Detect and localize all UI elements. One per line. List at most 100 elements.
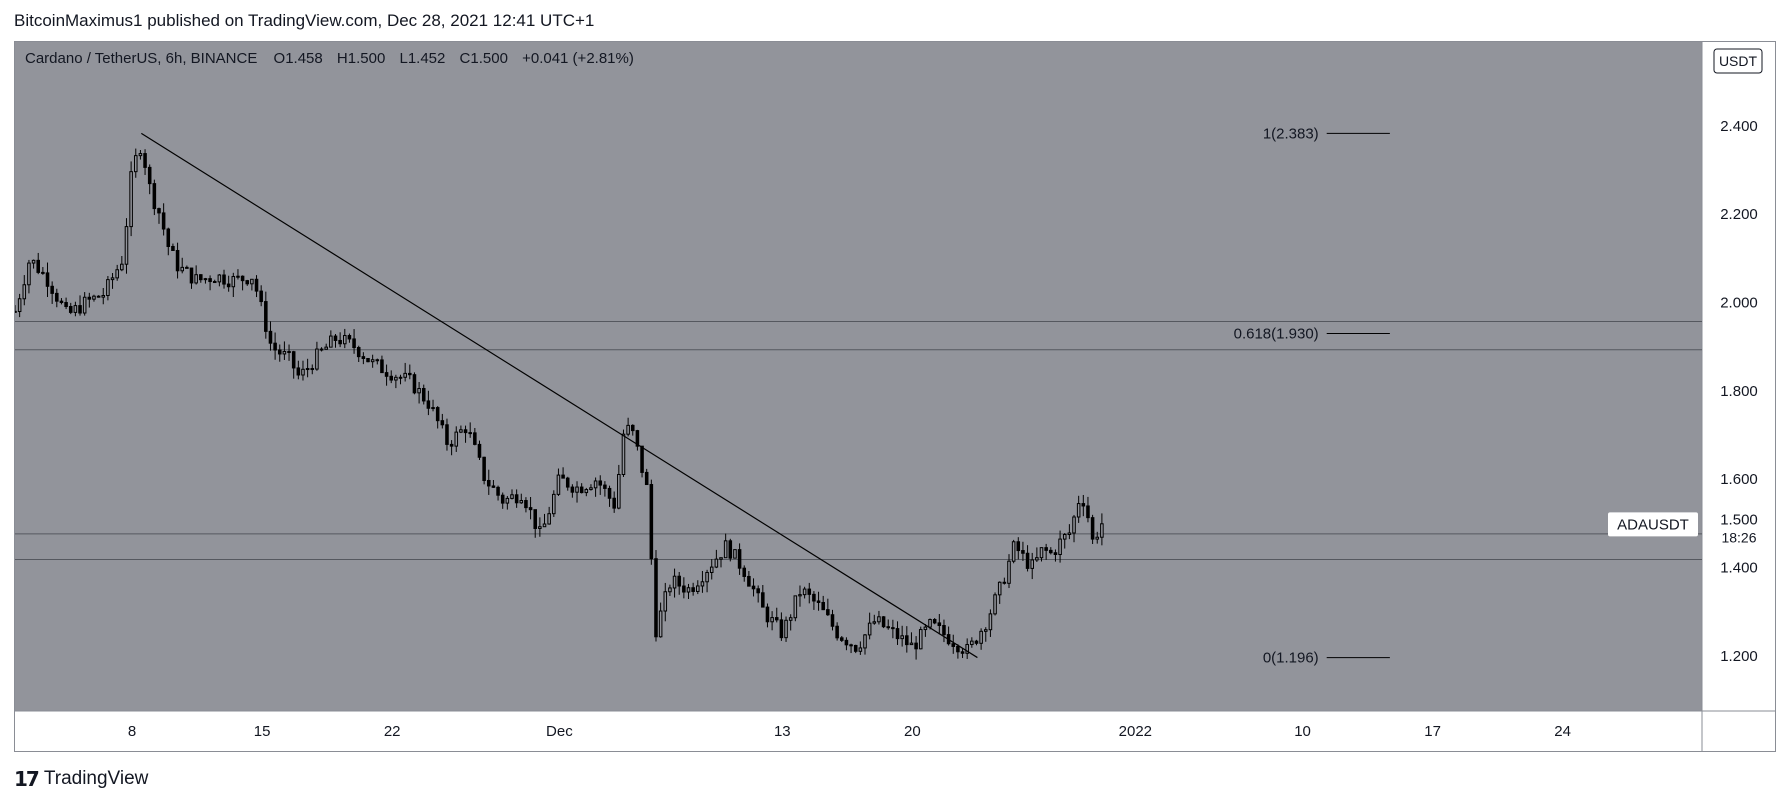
high-value: 1.500 [348, 50, 386, 67]
last-price-tag-frame [1703, 509, 1774, 548]
candle-body [115, 269, 119, 279]
candle-body [821, 601, 825, 611]
candle-body [826, 609, 830, 616]
candle-body [1086, 505, 1090, 519]
candle-body [719, 557, 723, 560]
candle-body [1021, 550, 1025, 554]
candle-body [844, 639, 849, 646]
candle-body [705, 571, 709, 583]
candle-body [352, 338, 356, 349]
candle-body [737, 549, 742, 569]
candle-body [603, 484, 607, 489]
candle-body [1076, 503, 1081, 518]
candle-body [1030, 559, 1034, 569]
candle-body [87, 296, 92, 300]
candle-body [1062, 534, 1067, 540]
candle-body [273, 342, 277, 351]
candle-body [914, 642, 918, 650]
trendline [141, 132, 978, 659]
candle-body [514, 494, 519, 504]
price-tick-label: 2.000 [1720, 295, 1758, 312]
candle-body [403, 372, 407, 378]
candle-body [1067, 532, 1072, 536]
brand-label: TradingView [43, 768, 149, 789]
candle-body [621, 433, 626, 475]
candle-body [264, 301, 268, 332]
candle-body [928, 619, 932, 628]
candle-body [584, 489, 589, 494]
time-tick-label: 24 [1554, 723, 1571, 740]
candle-body [751, 585, 756, 590]
candle-body [682, 585, 686, 593]
candle-body [1035, 557, 1039, 561]
candle-body [552, 493, 556, 515]
candle-body [15, 310, 17, 313]
candle-body [152, 183, 157, 210]
price-axis-ticks: 2.400 2.200 2.000 1.800 1.600 1.400 1.200 [1720, 118, 1758, 665]
candle-body [454, 431, 459, 447]
candle-body [101, 295, 106, 298]
candle-body [575, 486, 579, 493]
candle-body [217, 274, 222, 283]
price-tick-label: 2.200 [1720, 206, 1758, 223]
price-tick-label: 1.200 [1720, 648, 1758, 665]
candle-body [31, 259, 36, 264]
candle-body [877, 616, 881, 623]
candle-body [389, 375, 394, 381]
candle-body [761, 592, 765, 608]
candle-body [965, 644, 969, 654]
candle-body [92, 295, 96, 300]
candle-body [315, 348, 319, 370]
price-axis-background[interactable] [1702, 42, 1775, 751]
candle-body [384, 372, 389, 377]
brand-footer[interactable]: 17 TradingView [14, 767, 148, 791]
candle-body [435, 407, 440, 422]
currency-badge-frame[interactable] [1713, 48, 1763, 74]
candle-body [849, 644, 853, 647]
candle-body [27, 262, 31, 286]
candle-body [547, 513, 551, 525]
time-tick-label: 22 [384, 723, 401, 740]
time-tick-label: Dec [546, 723, 573, 740]
candle-body [1090, 517, 1095, 540]
chart-panel[interactable]: 1(2.383) 0.618(1.930) 0(1.196) 2.400 2.200 2… [14, 41, 1776, 752]
candle-body [672, 575, 677, 589]
candle-body [714, 558, 719, 568]
candle-body [974, 640, 979, 644]
candle-body [956, 645, 960, 653]
candle-body [593, 480, 598, 489]
candle-body [143, 153, 147, 168]
time-tick-label: 13 [774, 723, 791, 740]
time-axis-background[interactable] [15, 711, 1702, 751]
candle-body [324, 346, 328, 350]
candle-body [993, 594, 997, 615]
open-label: O [274, 50, 286, 67]
candle-body [277, 349, 282, 355]
candle-body [408, 372, 412, 376]
candle-body [477, 443, 482, 458]
candle-body [1072, 516, 1076, 534]
candle-body [199, 274, 203, 281]
candle-body [129, 171, 133, 228]
candle-body [366, 357, 370, 363]
candle-body [886, 626, 891, 629]
candle-body [222, 274, 226, 285]
candle-body [970, 640, 974, 646]
candle-body [983, 629, 988, 632]
candle-body [542, 523, 547, 528]
currency-badge[interactable]: USDT [1713, 48, 1763, 74]
price-tick-label: 1.600 [1720, 471, 1758, 488]
candle-body [784, 619, 788, 639]
candle-body [394, 376, 398, 381]
candle-body [881, 616, 886, 628]
candle-body [1002, 581, 1007, 584]
candle-body [245, 280, 250, 285]
candle-body [68, 306, 73, 313]
candle-body [709, 566, 714, 573]
candle-body [421, 387, 426, 402]
price-chart[interactable]: 1(2.383)0.618(1.930)0(1.196) 2.4002.2002… [15, 42, 1775, 751]
candle-body [268, 330, 273, 344]
candle-body [788, 617, 793, 621]
plot-background[interactable] [15, 42, 1702, 711]
candle-body [333, 335, 338, 341]
